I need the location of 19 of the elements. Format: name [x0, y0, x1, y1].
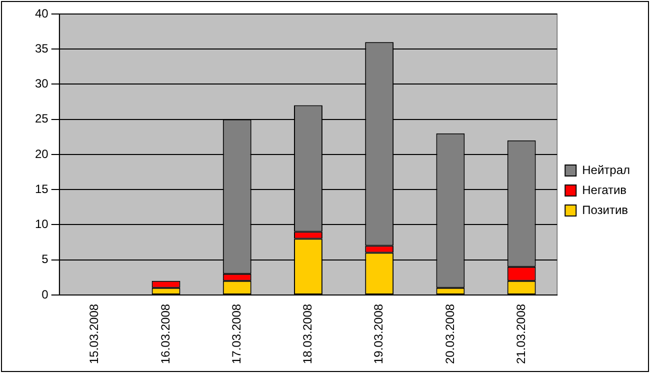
y-tick-label: 10 [34, 217, 49, 232]
legend-label: Нейтрал [582, 162, 630, 177]
legend-label: Негатив [582, 182, 627, 197]
y-tick-label: 30 [34, 76, 49, 91]
y-tick-label: 20 [34, 146, 49, 161]
y-tick-label: 35 [34, 41, 49, 56]
x-tick-label: 17.03.2008 [229, 304, 244, 364]
x-tick-label: 16.03.2008 [158, 304, 172, 364]
y-tick-label: 5 [42, 252, 49, 266]
y-tick-label: 25 [34, 112, 49, 126]
x-tick-label: 15.03.2008 [87, 304, 102, 364]
x-tick-label: 19.03.2008 [372, 304, 386, 364]
x-tick-label: 21.03.2008 [514, 304, 528, 364]
y-tick-label: 40 [34, 6, 49, 20]
x-tick-label: 18.03.2008 [300, 304, 315, 364]
y-tick-label: 15 [34, 182, 49, 196]
legend-label: Позитив [582, 202, 628, 217]
x-tick-label: 20.03.2008 [442, 304, 457, 364]
y-tick-label: 0 [42, 287, 49, 302]
